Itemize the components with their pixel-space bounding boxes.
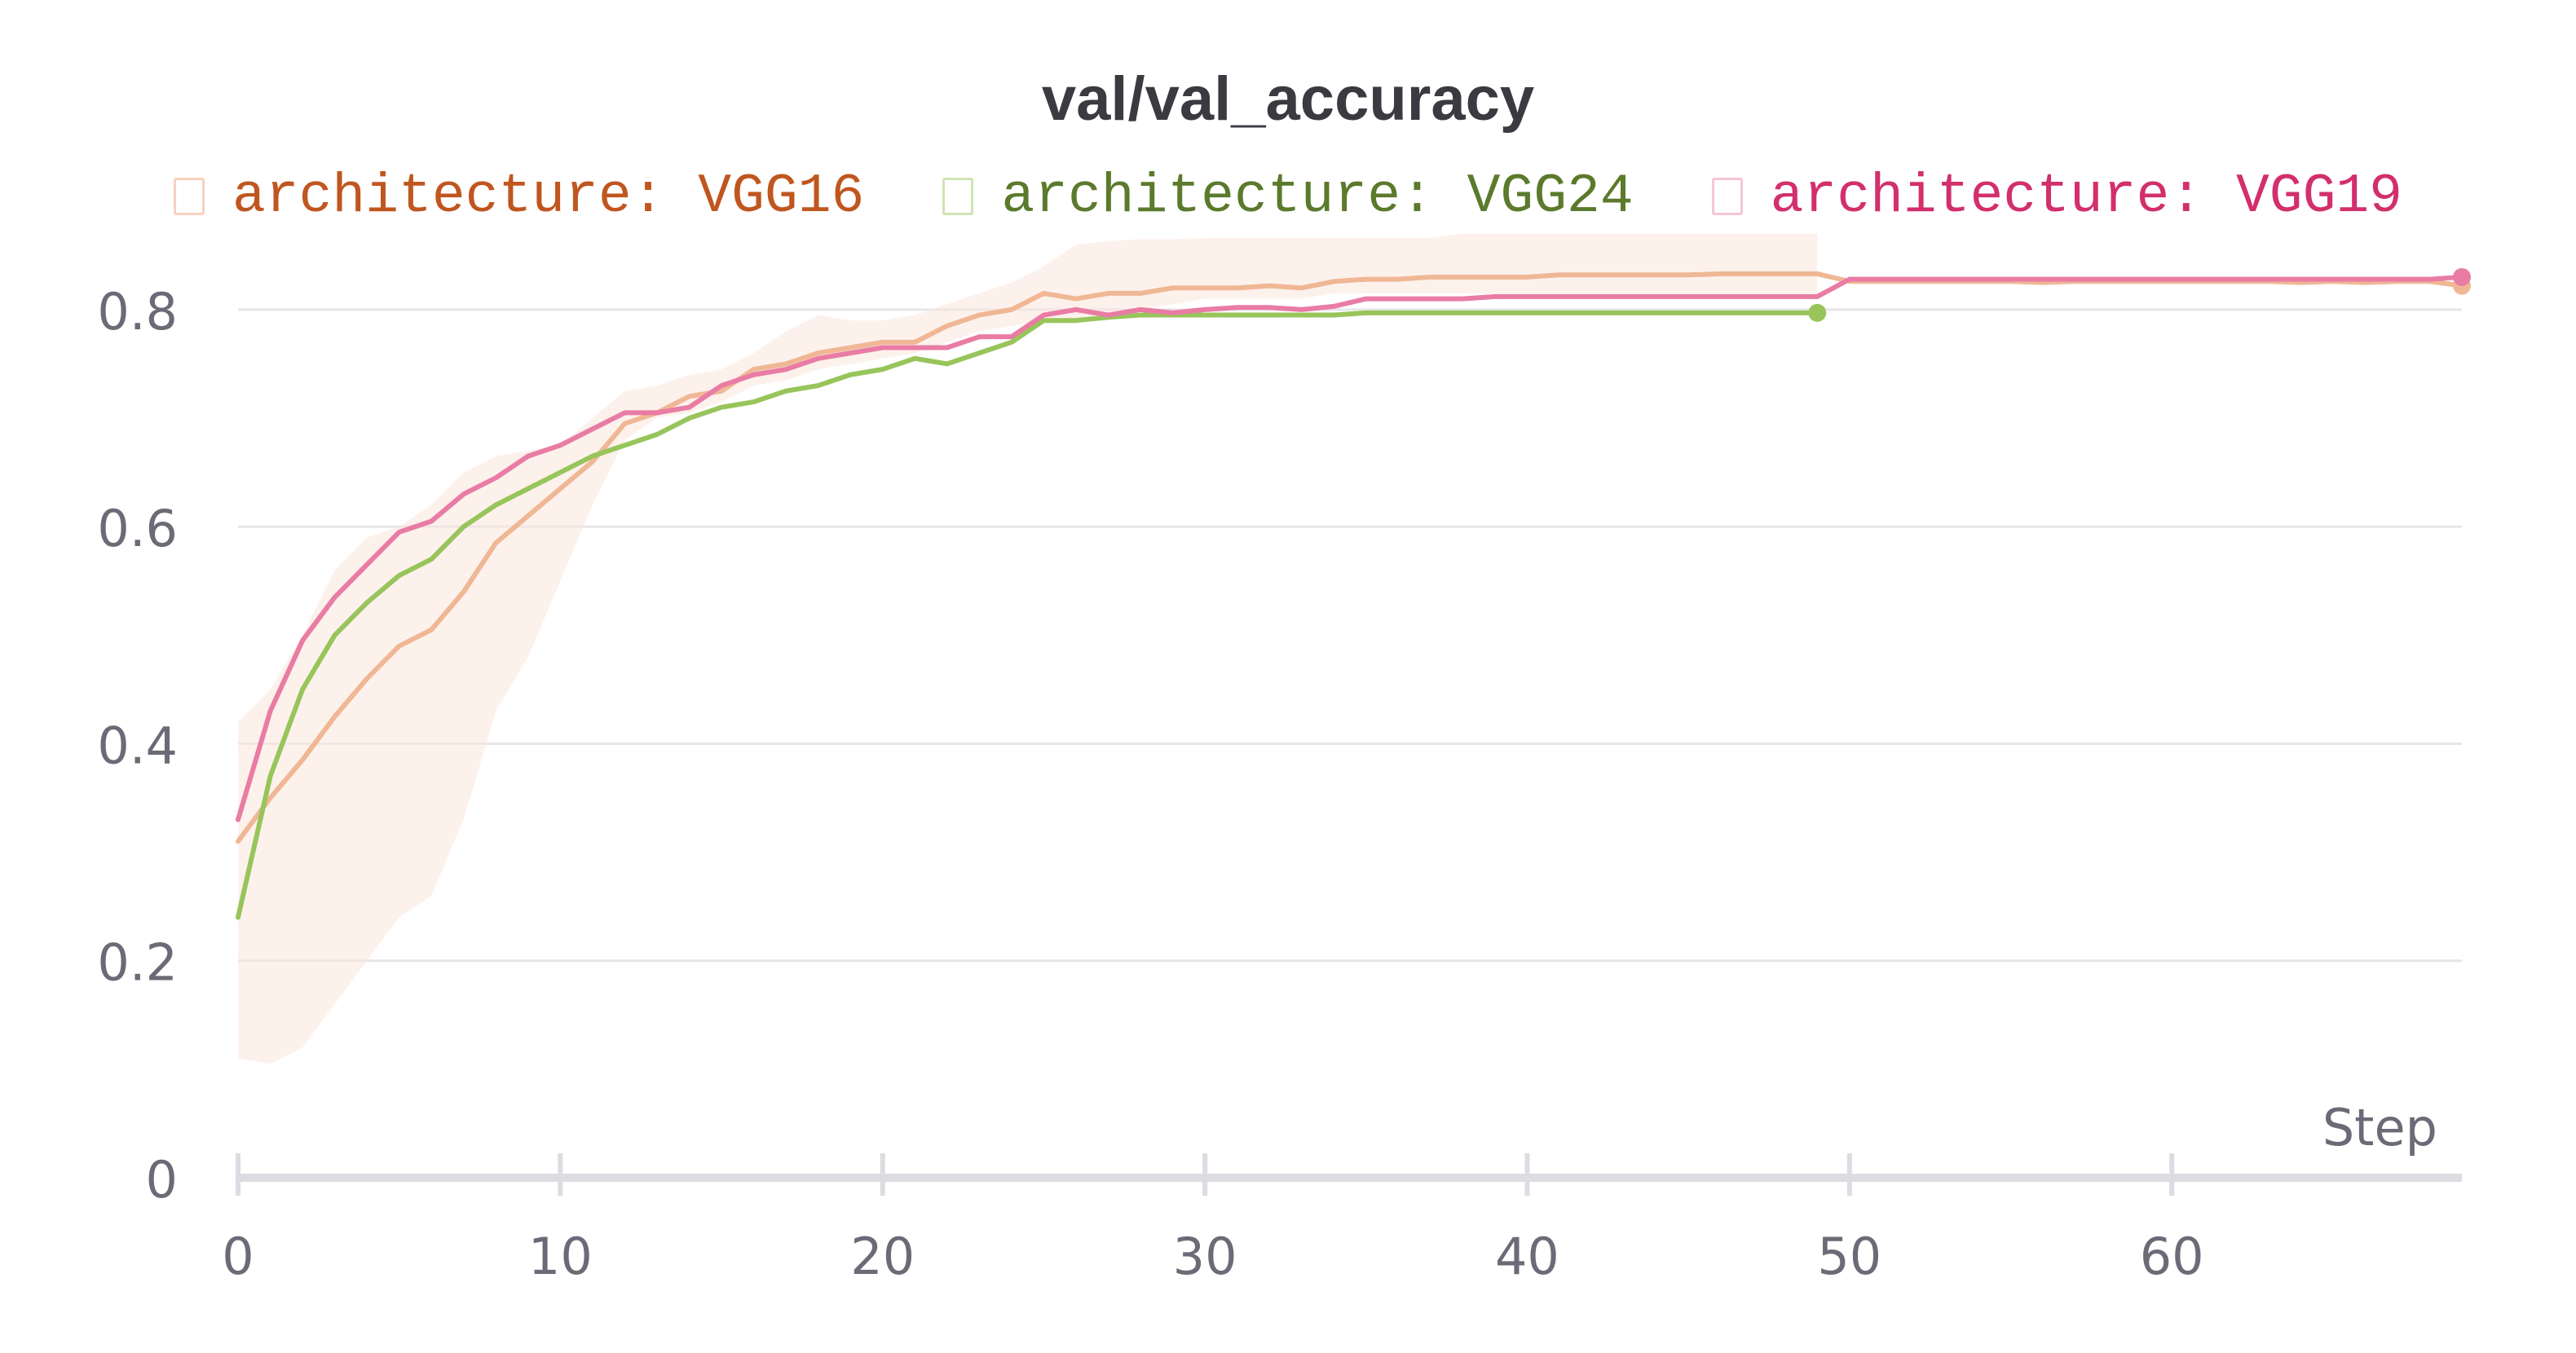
legend-item-vgg19[interactable]: architecture: VGG19 <box>1711 160 2402 233</box>
line-vgg24 <box>236 310 1820 920</box>
chart-title: val/val_accuracy <box>1041 64 1535 134</box>
x-tick-label: 30 <box>1173 1227 1237 1286</box>
legend-label-vgg19: architecture: VGG19 <box>1770 165 2402 228</box>
line-vgg16 <box>236 271 2464 844</box>
legend-item-vgg16[interactable]: architecture: VGG16 <box>174 160 864 233</box>
line-vgg19 <box>236 274 2464 822</box>
y-tick-label: 0.8 <box>97 282 178 342</box>
x-tick-label: 50 <box>1817 1227 1881 1286</box>
x-tick-label: 0 <box>222 1227 254 1286</box>
y-tick-label: 0 <box>146 1150 178 1210</box>
y-tick-label: 0.4 <box>97 716 178 775</box>
endpoint-vgg19 <box>2453 267 2471 286</box>
legend-swatch-vgg16 <box>174 178 205 215</box>
endpoint-vgg24 <box>1808 303 1827 322</box>
legend-swatch-vgg19 <box>1711 178 1743 215</box>
y-tick-label: 0.6 <box>97 499 178 558</box>
y-tick-label: 0.2 <box>97 933 178 993</box>
legend-item-vgg24[interactable]: architecture: VGG24 <box>942 160 1634 233</box>
band-vgg16 <box>238 233 1818 1064</box>
legend-label-vgg16: architecture: VGG16 <box>232 165 865 228</box>
x-tick-label: 40 <box>1495 1227 1559 1286</box>
x-tick-label: 60 <box>2140 1227 2204 1286</box>
x-axis-label: Step <box>2322 1098 2437 1157</box>
legend: architecture: VGG16 architecture: VGG24 … <box>0 160 2576 233</box>
legend-label-vgg24: architecture: VGG24 <box>1001 165 1634 228</box>
legend-swatch-vgg24 <box>942 178 974 215</box>
x-tick-label: 20 <box>850 1227 915 1286</box>
x-tick-label: 10 <box>528 1227 593 1286</box>
